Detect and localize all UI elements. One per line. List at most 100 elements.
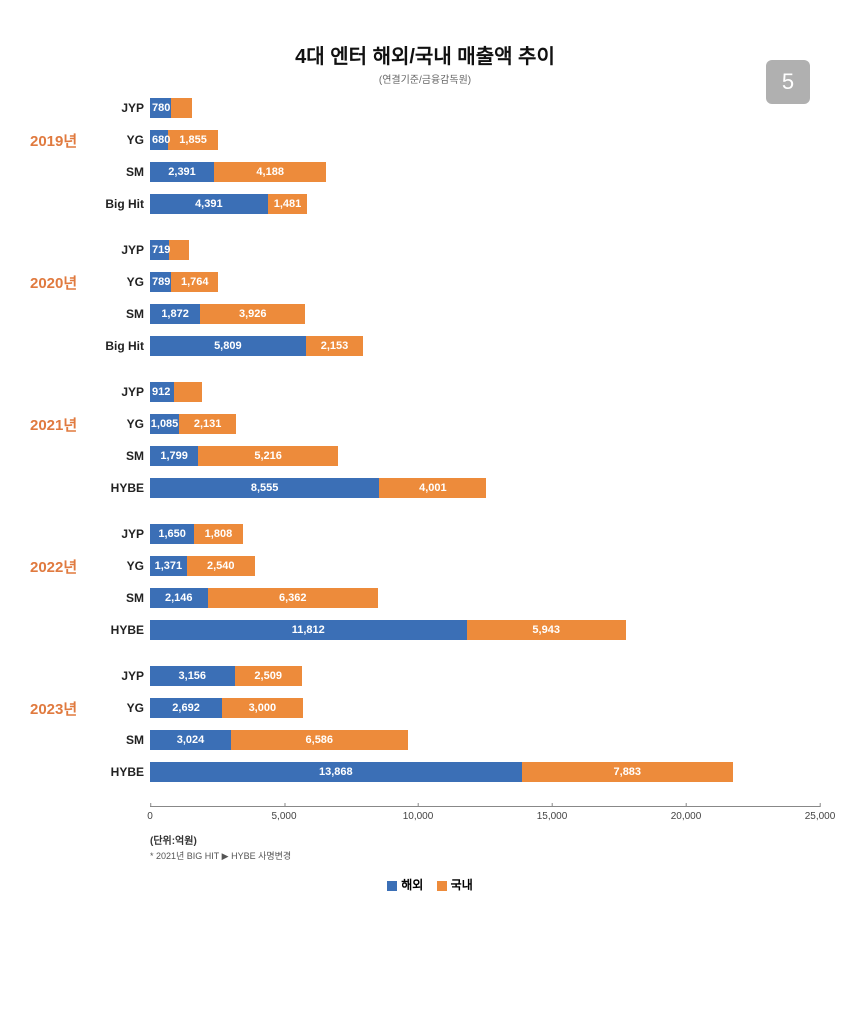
bar-track: 3,0246,586 (150, 728, 408, 752)
bar-row: Big Hit5,8092,153 (150, 334, 790, 358)
row-label: JYP (88, 243, 144, 257)
row-label: YG (88, 559, 144, 573)
bar-track: 11,8125,943 (150, 618, 626, 642)
bar-row: JYP3,1562,509 (150, 664, 790, 688)
bar-segment-overseas: 2,391 (150, 162, 214, 182)
bar-track: 780 (150, 96, 192, 120)
bar-segment-domestic: 4,001 (379, 478, 486, 498)
row-label: SM (88, 307, 144, 321)
bar-segment-overseas: 1,371 (150, 556, 187, 576)
x-tick: 20,000 (671, 807, 702, 822)
bar-track: 2,3914,188 (150, 160, 326, 184)
legend-label-domestic: 국내 (451, 878, 473, 892)
x-tick: 25,000 (805, 807, 836, 822)
bar-segment-overseas: 1,799 (150, 446, 198, 466)
year-group: JYP719YG7891,7642020년SM1,8723,926Big Hit… (150, 238, 790, 358)
bar-track: 8,5554,001 (150, 476, 486, 500)
year-label: 2022년 (30, 556, 77, 577)
bar-segment-overseas: 2,146 (150, 588, 208, 608)
legend-label-overseas: 해외 (401, 878, 423, 892)
year-label: 2021년 (30, 414, 77, 435)
row-label: JYP (88, 669, 144, 683)
bar-segment-domestic: 2,509 (235, 666, 302, 686)
bar-track: 5,8092,153 (150, 334, 363, 358)
bar-segment-overseas: 2,692 (150, 698, 222, 718)
row-label: Big Hit (88, 197, 144, 211)
bar-row: YG6801,8552019년 (150, 128, 790, 152)
bar-segment-overseas: 3,156 (150, 666, 235, 686)
bar-row: SM2,1466,362 (150, 586, 790, 610)
year-group: JYP1,6501,808 YG1,3712,5402022년 SM2,1466,3… (150, 522, 790, 642)
bar-segment-domestic: 3,926 (200, 304, 305, 324)
x-tick: 10,000 (403, 807, 434, 822)
bar-track: 1,0852,131 (150, 412, 236, 436)
bar-row: SM1,7995,216 (150, 444, 790, 468)
bar-segment-domestic (174, 382, 202, 402)
bar-segment-domestic: 1,808 (194, 524, 242, 544)
chart-legend: 해외 국내 (30, 876, 820, 893)
row-label: SM (88, 733, 144, 747)
bar-segment-overseas: 4,391 (150, 194, 268, 214)
bar-segment-overseas: 8,555 (150, 478, 379, 498)
bar-track: 3,1562,509 (150, 664, 302, 688)
bar-track: 719 (150, 238, 189, 262)
bar-segment-domestic: 2,153 (306, 336, 364, 356)
chart-subtitle: (연결기준/금융감독원) (30, 71, 820, 86)
bar-row: HYBE11,8125,943 (150, 618, 790, 642)
bar-segment-domestic: 6,362 (208, 588, 379, 608)
bar-track: 912 (150, 380, 202, 404)
row-label: YG (88, 275, 144, 289)
bar-segment-domestic (171, 98, 192, 118)
row-label: YG (88, 701, 144, 715)
bar-segment-domestic: 1,855 (168, 130, 218, 150)
row-label: SM (88, 165, 144, 179)
year-group: JYP780YG6801,8552019년SM2,3914,188Big Hit… (150, 96, 790, 216)
bar-segment-overseas: 3,024 (150, 730, 231, 750)
x-axis: 05,00010,00015,00020,00025,000 (150, 806, 820, 830)
bar-row: YG1,3712,5402022년 (150, 554, 790, 578)
year-group: JYP3,1562,509YG2,6923,0002023년SM3,0246,5… (150, 664, 790, 784)
bar-segment-overseas: 719 (150, 240, 169, 260)
row-label: JYP (88, 385, 144, 399)
bar-segment-overseas: 680 (150, 130, 168, 150)
row-label: YG (88, 133, 144, 147)
bar-row: YG7891,7642020년 (150, 270, 790, 294)
bar-track: 4,3911,481 (150, 192, 307, 216)
bar-row: JYP780 (150, 96, 790, 120)
chart-title: 4대 엔터 해외/국내 매출액 추이 (30, 40, 820, 69)
bar-segment-overseas: 11,812 (150, 620, 467, 640)
year-group: JYP912 YG1,0852,1312021년 SM1,7995,216 HYBE8… (150, 380, 790, 500)
row-label: HYBE (88, 765, 144, 779)
row-label: HYBE (88, 623, 144, 637)
bar-track: 6801,855 (150, 128, 218, 152)
bar-segment-domestic: 7,883 (522, 762, 733, 782)
bar-segment-domestic: 1,481 (268, 194, 308, 214)
bar-row: JYP1,6501,808 (150, 522, 790, 546)
row-label: JYP (88, 527, 144, 541)
bar-row: JYP912 (150, 380, 790, 404)
bar-row: SM2,3914,188 (150, 160, 790, 184)
bar-segment-domestic: 4,188 (214, 162, 326, 182)
bar-segment-overseas: 789 (150, 272, 171, 292)
bar-track: 2,1466,362 (150, 586, 378, 610)
bar-segment-domestic: 5,943 (467, 620, 626, 640)
footnote: * 2021년 BIG HIT ▶ HYBE 사명변경 (150, 849, 790, 862)
bar-row: SM3,0246,586 (150, 728, 790, 752)
year-label: 2023년 (30, 698, 77, 719)
row-label: SM (88, 449, 144, 463)
bar-segment-overseas: 780 (150, 98, 171, 118)
bar-row: JYP719 (150, 238, 790, 262)
bar-row: HYBE8,5554,001 (150, 476, 790, 500)
row-label: JYP (88, 101, 144, 115)
bar-segment-overseas: 1,872 (150, 304, 200, 324)
row-label: SM (88, 591, 144, 605)
legend-swatch-domestic (437, 881, 447, 891)
bar-row: YG1,0852,1312021년 (150, 412, 790, 436)
row-label: Big Hit (88, 339, 144, 353)
bar-segment-domestic: 2,540 (187, 556, 255, 576)
bar-track: 1,8723,926 (150, 302, 305, 326)
bar-segment-overseas: 1,085 (150, 414, 179, 434)
bar-track: 13,8687,883 (150, 760, 733, 784)
bar-segment-domestic: 3,000 (222, 698, 302, 718)
legend-swatch-overseas (387, 881, 397, 891)
